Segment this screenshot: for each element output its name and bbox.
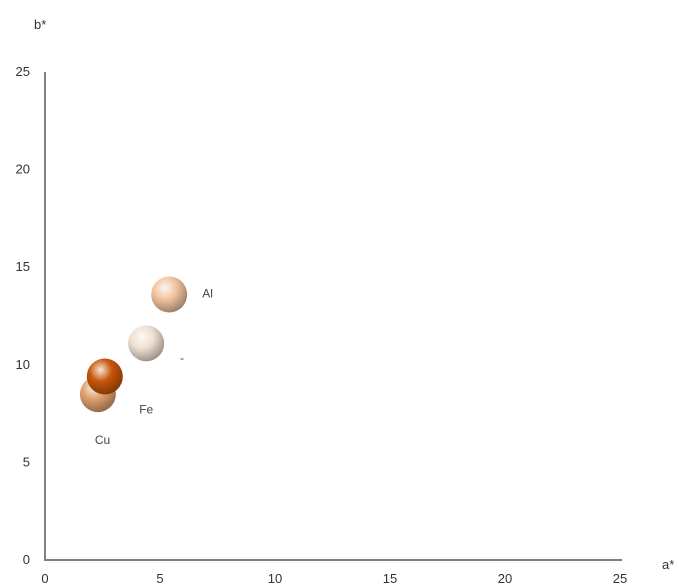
x-tick-label: 15: [383, 571, 397, 586]
y-tick-label: 10: [16, 357, 30, 372]
point-label: Fe: [139, 402, 153, 416]
point-label: Cu: [95, 433, 110, 447]
x-tick-label: 5: [156, 571, 163, 586]
data-point-sphere: [86, 358, 123, 395]
data-point-sphere: [151, 276, 188, 313]
y-tick-label: 0: [23, 552, 30, 567]
point-label: Al: [202, 287, 213, 301]
data-point-sphere: [128, 325, 165, 362]
y-axis-title: b*: [34, 17, 46, 32]
x-tick-label: 10: [268, 571, 282, 586]
x-tick-label: 20: [498, 571, 512, 586]
tick-labels: 0 5 10 15 20 25 0 5 10 15 20 25: [16, 64, 628, 586]
point-label: -: [180, 351, 184, 365]
data-points: [79, 276, 188, 413]
y-tick-label: 5: [23, 454, 30, 469]
y-tick-label: 20: [16, 162, 30, 177]
y-tick-label: 15: [16, 259, 30, 274]
y-tick-label: 25: [16, 64, 30, 79]
x-axis-title: a*: [662, 557, 674, 572]
point-labels: Cu Fe - Al: [95, 287, 213, 448]
x-tick-label: 0: [41, 571, 48, 586]
x-tick-label: 25: [613, 571, 627, 586]
